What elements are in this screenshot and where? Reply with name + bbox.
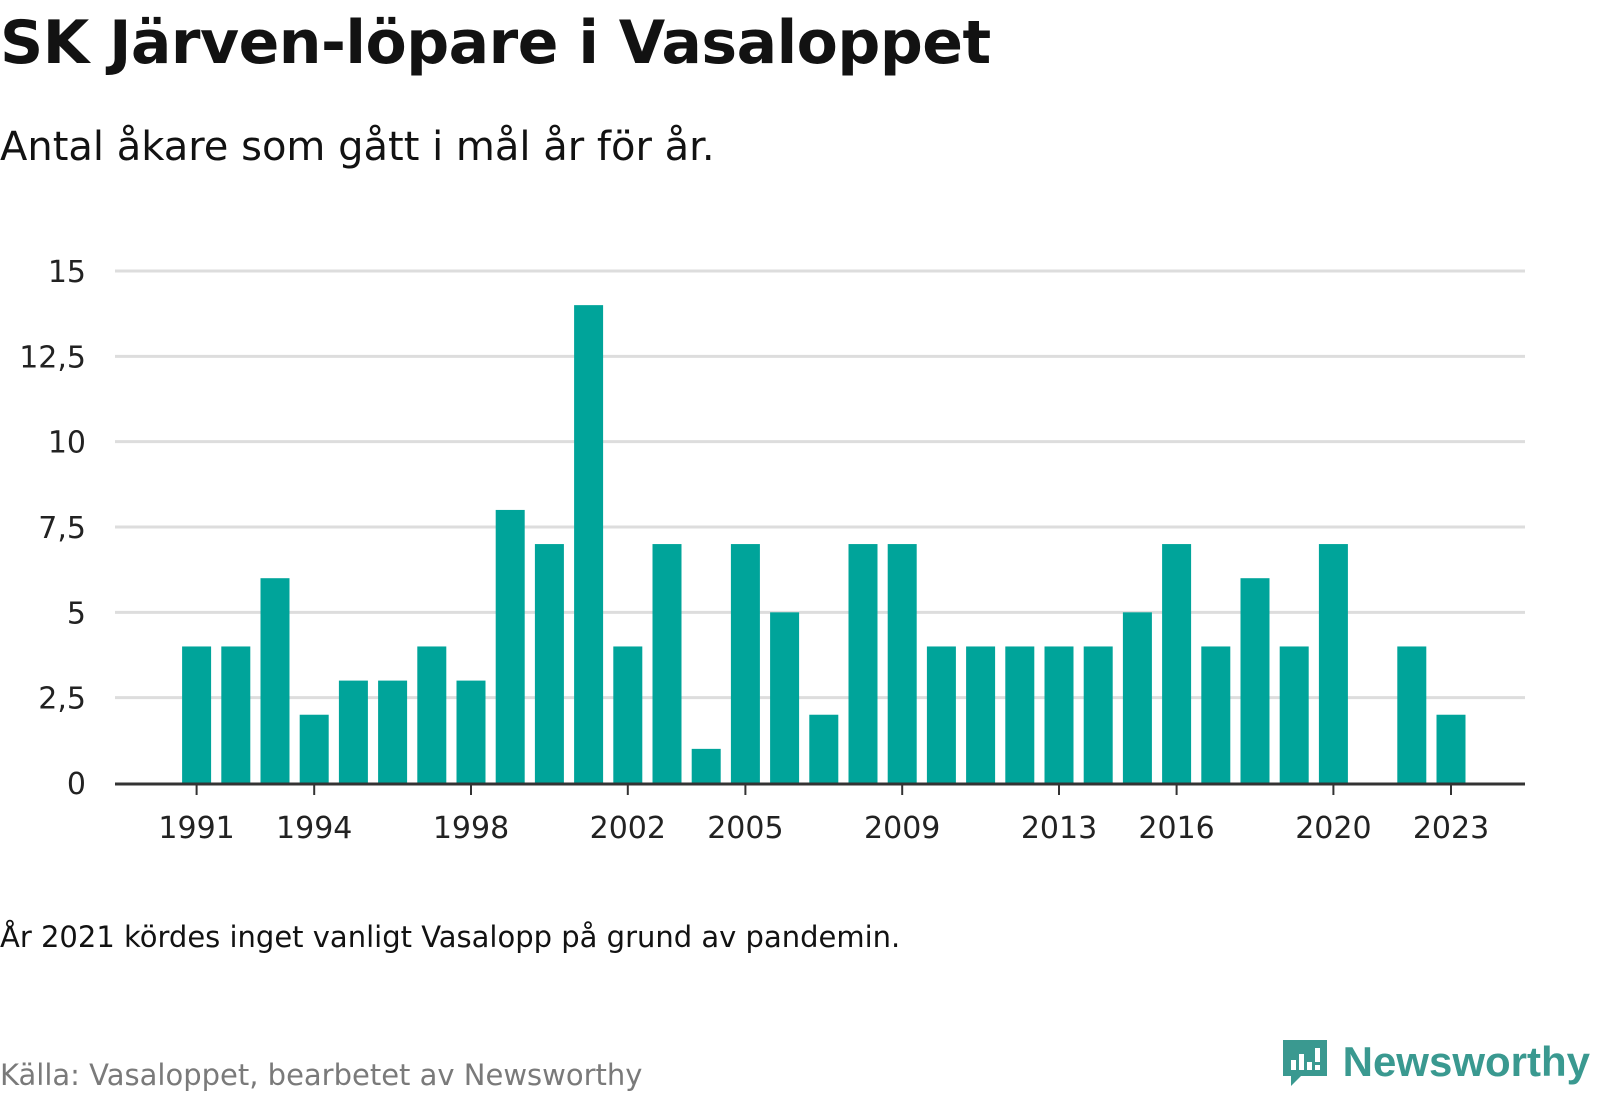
x-tick-label: 1998 — [433, 811, 509, 846]
bar-2009 — [887, 544, 917, 783]
bar-chart: 0 2,5 5 7,5 10 12,5 15 1991 1994 1998 2002 2005 200… — [19, 255, 1525, 846]
bar-1995 — [338, 680, 368, 783]
source-credit: Källa: Vasaloppet, bearbetet av Newswort… — [0, 1058, 643, 1092]
newsworthy-logo-icon — [1282, 1040, 1327, 1086]
x-tick-label: 2013 — [1021, 811, 1097, 846]
bar-2018 — [1240, 578, 1270, 783]
bar-2008 — [848, 544, 878, 783]
bar-1999 — [495, 509, 525, 783]
bar-1994 — [299, 714, 329, 783]
x-tick-label: 2020 — [1295, 811, 1371, 846]
chart-title: SK Järven-löpare i Vasaloppet — [0, 8, 991, 78]
bar-2017 — [1201, 646, 1231, 783]
footnote: År 2021 kördes inget vanligt Vasalopp på… — [0, 920, 901, 954]
x-tick-label: 2005 — [707, 811, 783, 846]
x-tick-label: 2009 — [864, 811, 940, 846]
bar-2004 — [691, 748, 721, 783]
y-tick-label: 10 — [48, 426, 86, 461]
bar-1998 — [456, 680, 486, 783]
bar-1991 — [182, 646, 212, 783]
bar-2003 — [652, 544, 682, 783]
bar-1992 — [221, 646, 251, 783]
y-tick-label: 0 — [67, 767, 86, 802]
bar-2000 — [534, 544, 564, 783]
bar-2010 — [926, 646, 956, 783]
bar-2001 — [574, 305, 604, 783]
x-tick-label: 1994 — [276, 811, 352, 846]
bar-2006 — [770, 612, 800, 783]
bar-2013 — [1044, 646, 1074, 783]
y-tick-label: 12,5 — [19, 340, 86, 375]
y-tick-label: 5 — [67, 596, 86, 631]
x-axis-ticks: 1991 1994 1998 2002 2005 2009 2013 2016 2020 2023 — [158, 784, 1489, 846]
brand-name: Newsworthy — [1342, 1038, 1590, 1085]
bar-1993 — [260, 578, 290, 783]
bar-2020 — [1318, 544, 1348, 783]
bar-2005 — [730, 544, 760, 783]
bar-2014 — [1083, 646, 1113, 783]
chart-subtitle: Antal åkare som gått i mål år för år. — [0, 124, 715, 170]
grid-lines — [115, 269, 1525, 700]
bar-1996 — [378, 680, 408, 783]
bar-2023 — [1436, 714, 1466, 783]
bar-2007 — [809, 714, 839, 783]
bar-2012 — [1005, 646, 1035, 783]
x-tick-label: 2002 — [590, 811, 666, 846]
y-tick-label: 2,5 — [38, 682, 86, 717]
bar-2019 — [1279, 646, 1309, 783]
y-axis-ticks: 0 2,5 5 7,5 10 12,5 15 — [19, 255, 86, 802]
bar-2015 — [1122, 612, 1152, 783]
bar-2022 — [1397, 646, 1427, 783]
y-tick-label: 15 — [48, 255, 86, 290]
y-tick-label: 7,5 — [38, 511, 86, 546]
x-tick-label: 1991 — [158, 811, 234, 846]
brand-logo[interactable]: Newsworthy — [1279, 1036, 1590, 1088]
bars — [182, 305, 1466, 783]
bar-2016 — [1162, 544, 1192, 783]
x-tick-label: 2023 — [1413, 811, 1489, 846]
x-tick-label: 2016 — [1138, 811, 1214, 846]
bar-1997 — [417, 646, 447, 783]
bar-2011 — [966, 646, 996, 783]
bar-2002 — [613, 646, 643, 783]
